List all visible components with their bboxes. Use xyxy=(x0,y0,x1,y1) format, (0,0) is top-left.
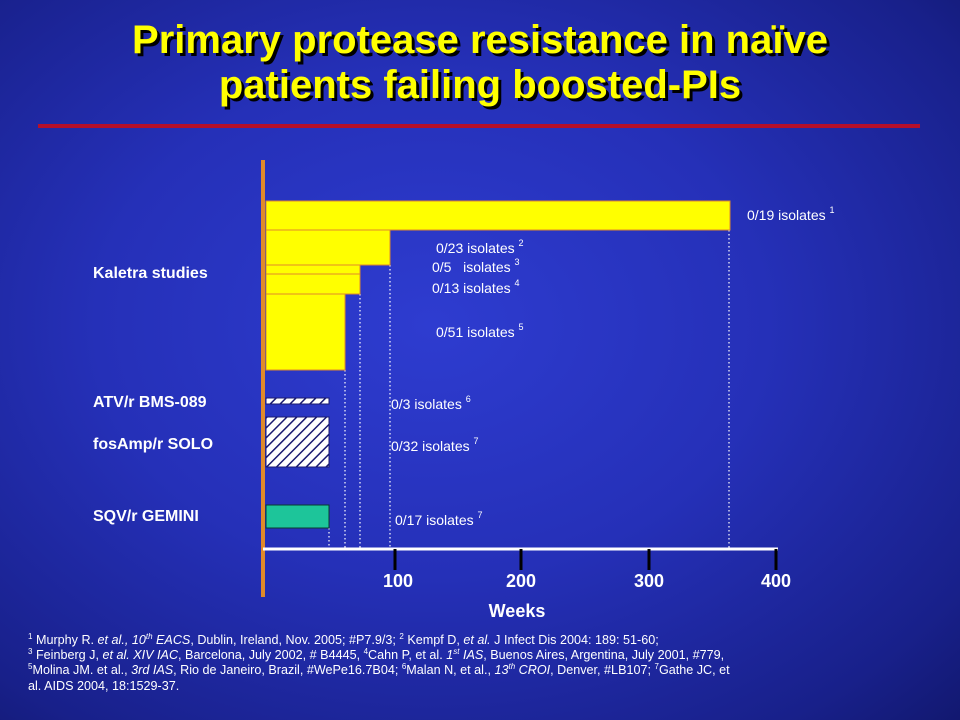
group-label-kaletra: Kaletra studies xyxy=(93,265,208,282)
title-line-1: Primary protease resistance in naïve xyxy=(132,18,828,62)
guide-lines xyxy=(328,230,730,548)
x-tick-label: 100 xyxy=(383,571,413,591)
bar-label-7: 0/32 isolates 7 xyxy=(391,436,479,454)
x-tick-labels: 100 200 300 400 xyxy=(383,571,791,591)
bar-fosamp xyxy=(265,416,330,468)
x-tick-label: 200 xyxy=(506,571,536,591)
group-label-atv: ATV/r BMS-089 xyxy=(93,394,207,411)
bar-label-6: 0/3 isolates 6 xyxy=(391,394,471,412)
bar-kaletra-5 xyxy=(265,293,346,371)
x-axis-label: Weeks xyxy=(489,601,546,621)
bar-kaletra-3 xyxy=(265,264,361,275)
bar-label-8: 0/17 isolates 7 xyxy=(395,510,483,528)
group-label-sqv: SQV/r GEMINI xyxy=(93,508,199,525)
bar-label-5: 0/51 isolates 5 xyxy=(436,322,524,340)
x-tick-label: 300 xyxy=(634,571,664,591)
bar-sqv xyxy=(265,504,330,529)
bar-kaletra-1 xyxy=(265,200,731,231)
bar-labels: 0/19 isolates 1 0/23 isolates 2 0/5 isol… xyxy=(391,205,835,528)
bar-label-2: 0/23 isolates 2 xyxy=(436,238,524,256)
bar-kaletra-2 xyxy=(265,229,391,266)
title-line-2: patients failing boosted-PIs xyxy=(218,63,742,107)
group-label-fosamp: fosAmp/r SOLO xyxy=(93,436,213,453)
axes xyxy=(261,160,778,597)
group-labels: Kaletra studies ATV/r BMS-089 fosAmp/r S… xyxy=(93,265,213,525)
page-title: Primary protease resistance in naïve pat… xyxy=(0,18,960,108)
title-divider xyxy=(38,124,920,128)
bar-label-3: 0/5 isolates 3 xyxy=(432,257,520,275)
bar-kaletra-4 xyxy=(265,273,361,295)
footnotes: 1 Murphy R. et al., 10th EACS, Dublin, I… xyxy=(28,631,730,693)
bar-label-1: 0/19 isolates 1 xyxy=(747,205,835,223)
bar-label-4: 0/13 isolates 4 xyxy=(432,278,520,296)
chart: 100 200 300 400 Weeks Kaletra studies AT… xyxy=(93,160,835,621)
x-tick-label: 400 xyxy=(761,571,791,591)
bars xyxy=(265,200,731,529)
bar-atv xyxy=(265,397,330,405)
